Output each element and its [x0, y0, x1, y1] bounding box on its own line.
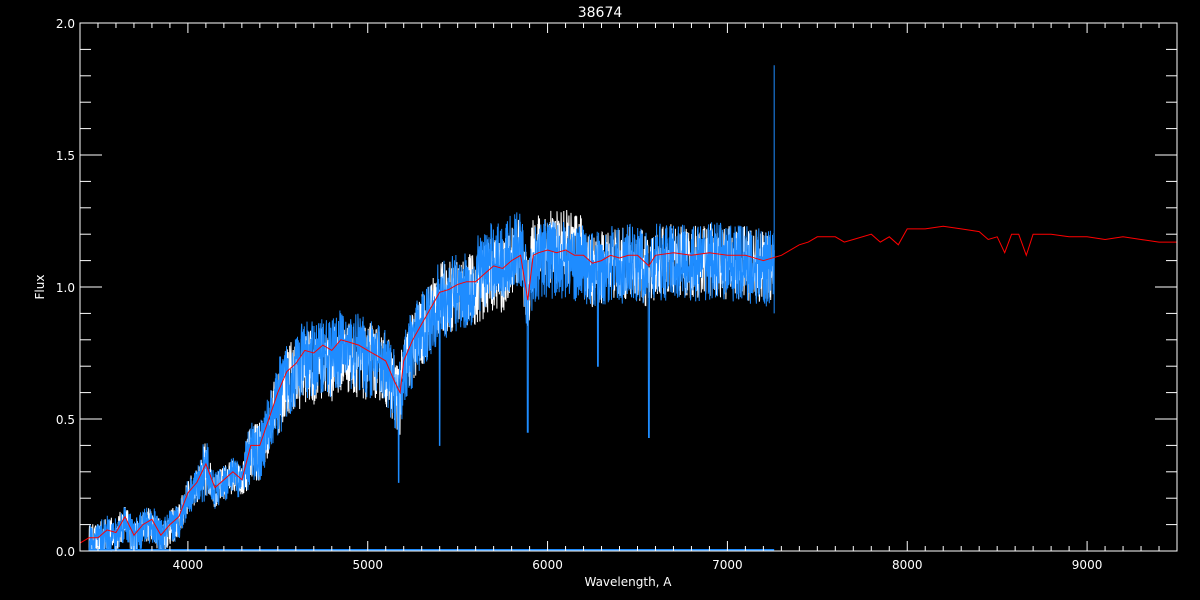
x-tick-label: 6000	[532, 558, 563, 572]
x-tick-label: 9000	[1072, 558, 1103, 572]
y-tick-label: 0.0	[56, 545, 75, 559]
y-tick-label: 0.5	[56, 413, 75, 427]
x-tick-label: 8000	[892, 558, 923, 572]
y-tick-label: 2.0	[56, 17, 75, 31]
chart-title: 38674	[578, 5, 623, 21]
model-spectrum-red	[79, 225, 1177, 544]
x-tick-label: 7000	[712, 558, 743, 572]
y-tick-label: 1.0	[56, 281, 75, 295]
x-axis-label: Wavelength, A	[584, 575, 672, 589]
x-tick-label: 5000	[352, 558, 383, 572]
observed-spectrum-blue	[88, 65, 775, 553]
y-axis-label: Flux	[33, 275, 47, 300]
y-tick-label: 1.5	[56, 149, 75, 163]
x-tick-label: 4000	[173, 558, 204, 572]
